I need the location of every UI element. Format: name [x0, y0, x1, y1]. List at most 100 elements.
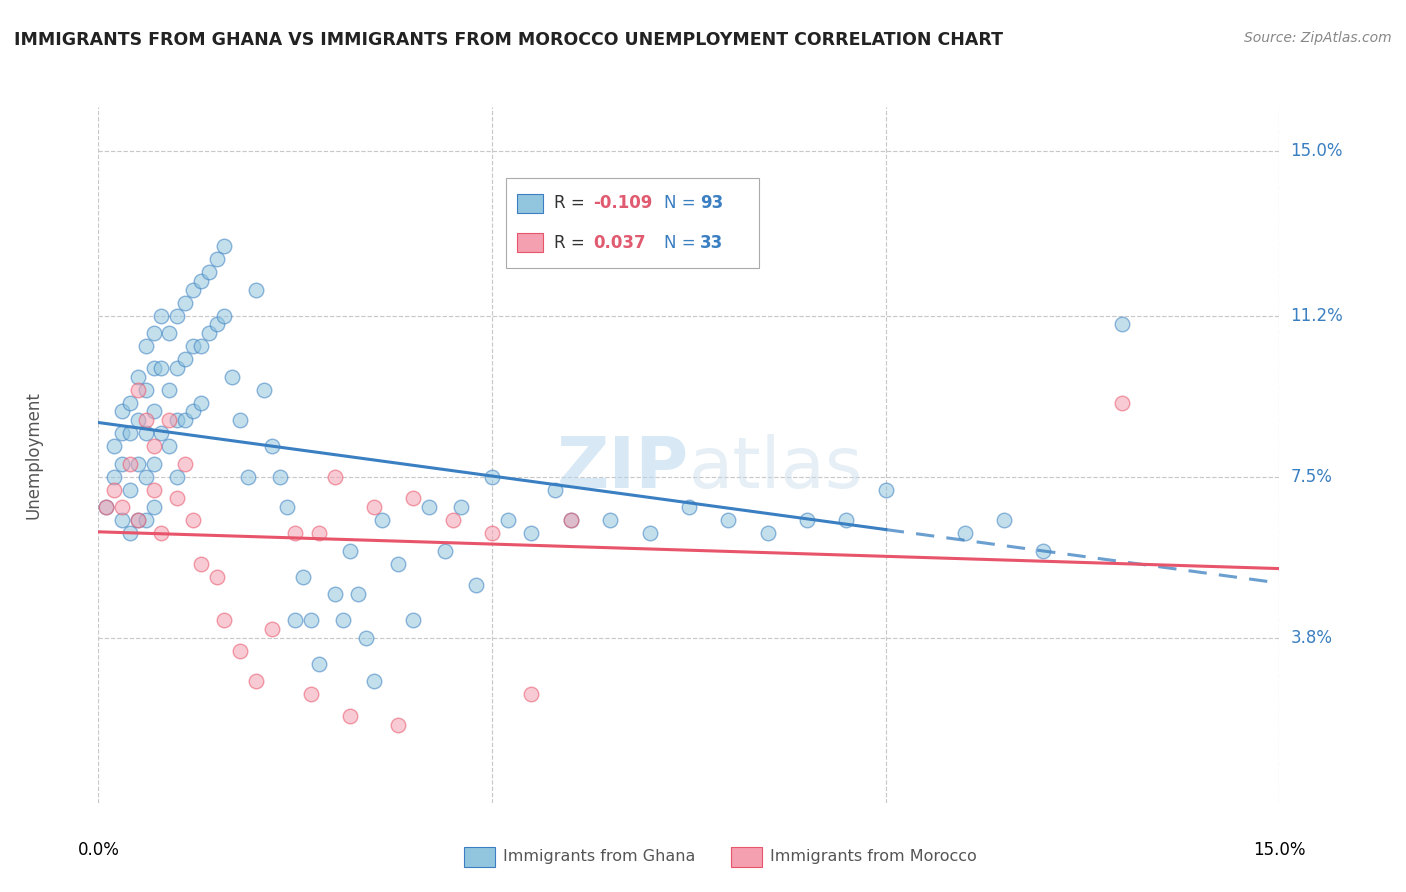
Point — [260, 439, 283, 453]
Point — [450, 500, 472, 514]
Point — [127, 413, 149, 427]
Point — [323, 469, 346, 483]
Point — [181, 404, 204, 418]
Point — [560, 513, 582, 527]
Point — [96, 500, 118, 514]
Point — [111, 457, 134, 471]
Point — [221, 369, 243, 384]
Point — [166, 413, 188, 427]
Point — [166, 309, 188, 323]
Point — [103, 469, 125, 483]
Point — [245, 674, 267, 689]
Text: 15.0%: 15.0% — [1291, 142, 1343, 160]
Point — [638, 526, 661, 541]
Point — [135, 339, 157, 353]
Point — [103, 439, 125, 453]
Text: 0.0%: 0.0% — [77, 841, 120, 859]
Point — [363, 674, 385, 689]
Text: R =: R = — [554, 234, 591, 252]
Point — [387, 717, 409, 731]
Point — [150, 426, 173, 441]
Point — [174, 352, 197, 367]
Point — [111, 426, 134, 441]
Text: Immigrants from Morocco: Immigrants from Morocco — [770, 849, 977, 863]
Point — [993, 513, 1015, 527]
Point — [875, 483, 897, 497]
Text: 93: 93 — [700, 194, 724, 212]
Point — [441, 513, 464, 527]
Point — [496, 513, 519, 527]
Point — [118, 483, 141, 497]
Point — [127, 513, 149, 527]
Point — [236, 469, 259, 483]
Point — [127, 457, 149, 471]
Point — [142, 500, 165, 514]
Point — [166, 360, 188, 375]
Point — [402, 613, 425, 627]
Text: IMMIGRANTS FROM GHANA VS IMMIGRANTS FROM MOROCCO UNEMPLOYMENT CORRELATION CHART: IMMIGRANTS FROM GHANA VS IMMIGRANTS FROM… — [14, 31, 1002, 49]
Point — [118, 526, 141, 541]
Point — [135, 426, 157, 441]
Point — [260, 622, 283, 636]
Point — [433, 543, 456, 558]
Point — [835, 513, 858, 527]
Point — [127, 513, 149, 527]
Point — [174, 457, 197, 471]
Text: R =: R = — [554, 194, 591, 212]
Point — [205, 318, 228, 332]
Text: atlas: atlas — [689, 434, 863, 503]
Point — [269, 469, 291, 483]
Text: 33: 33 — [700, 234, 724, 252]
Point — [308, 526, 330, 541]
Point — [142, 404, 165, 418]
Point — [205, 570, 228, 584]
Point — [214, 239, 236, 253]
Point — [308, 657, 330, 671]
Point — [323, 587, 346, 601]
Point — [111, 404, 134, 418]
Point — [111, 513, 134, 527]
Point — [157, 439, 180, 453]
Point — [181, 513, 204, 527]
Text: N =: N = — [664, 234, 700, 252]
Text: Source: ZipAtlas.com: Source: ZipAtlas.com — [1244, 31, 1392, 45]
Point — [181, 339, 204, 353]
Point — [135, 469, 157, 483]
Point — [118, 396, 141, 410]
Point — [197, 326, 219, 341]
Point — [127, 369, 149, 384]
Point — [253, 383, 276, 397]
Point — [292, 570, 315, 584]
Point — [363, 500, 385, 514]
Point — [214, 613, 236, 627]
Point — [402, 491, 425, 506]
Point — [229, 643, 252, 657]
Point — [103, 483, 125, 497]
Point — [284, 526, 307, 541]
Text: 0.037: 0.037 — [593, 234, 645, 252]
Point — [135, 413, 157, 427]
Point — [481, 469, 503, 483]
Point — [520, 526, 543, 541]
Point — [465, 578, 488, 592]
Point — [135, 513, 157, 527]
Point — [205, 252, 228, 267]
Point — [299, 613, 322, 627]
Point — [174, 295, 197, 310]
Point — [166, 491, 188, 506]
Point — [127, 383, 149, 397]
Point — [190, 396, 212, 410]
Point — [142, 360, 165, 375]
Text: N =: N = — [664, 194, 700, 212]
Point — [953, 526, 976, 541]
Point — [756, 526, 779, 541]
Point — [371, 513, 394, 527]
Point — [197, 265, 219, 279]
Point — [142, 439, 165, 453]
Point — [387, 557, 409, 571]
Point — [1111, 318, 1133, 332]
Point — [599, 513, 621, 527]
Text: 7.5%: 7.5% — [1291, 467, 1333, 485]
Text: 3.8%: 3.8% — [1291, 629, 1333, 647]
Point — [717, 513, 740, 527]
